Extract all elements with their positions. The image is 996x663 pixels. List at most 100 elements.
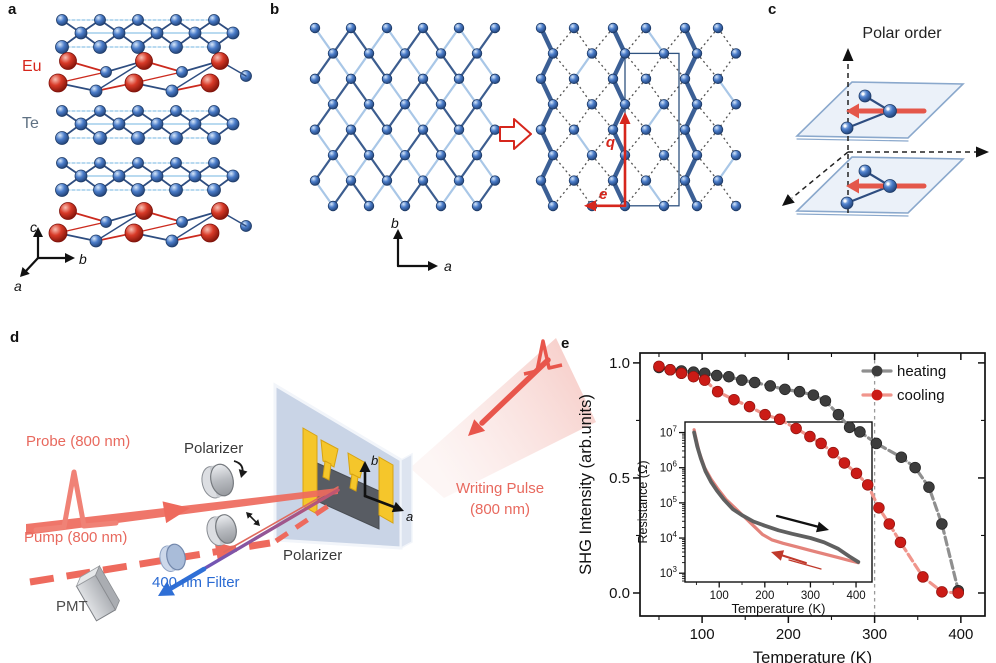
legend-label-heating: heating bbox=[897, 363, 946, 380]
panel-d-experimental-setup: Probe (800 nm) Polarizer Pump (800 nm) P… bbox=[24, 338, 596, 622]
data-point-cooling bbox=[759, 408, 771, 421]
data-point-cooling bbox=[790, 422, 802, 435]
inset-ytick-label: 106 bbox=[660, 460, 678, 475]
xtick-label: 300 bbox=[862, 626, 887, 643]
data-point-heating bbox=[870, 437, 883, 450]
data-point-cooling bbox=[698, 374, 711, 386]
data-point-heating bbox=[723, 370, 735, 383]
inset-ytick-label: 105 bbox=[660, 495, 678, 510]
panel-c-polar-order: Polar order bbox=[782, 25, 989, 217]
panel-label-a: a bbox=[8, 1, 17, 18]
inset-ylabel: Resistance (Ω) bbox=[636, 461, 650, 544]
setup-graphics bbox=[26, 338, 596, 622]
writing-pulse-label-line2: (800 nm) bbox=[470, 501, 530, 518]
data-point-heating bbox=[748, 376, 761, 389]
crystal-layers bbox=[20, 14, 252, 277]
eu-label: Eu bbox=[22, 58, 42, 75]
q-vector-label: q bbox=[606, 134, 615, 151]
xtick-label: 200 bbox=[776, 626, 801, 643]
data-point-cooling bbox=[815, 437, 827, 450]
polarizer-bottom-label: Polarizer bbox=[283, 547, 342, 564]
data-point-cooling bbox=[838, 457, 851, 469]
data-point-cooling bbox=[664, 364, 676, 376]
panel-label-e: e bbox=[561, 335, 570, 352]
inset-ytick-label: 103 bbox=[660, 565, 678, 580]
polarizer-top-label: Polarizer bbox=[184, 440, 243, 457]
data-point-heating bbox=[832, 408, 845, 421]
data-point-cooling bbox=[883, 518, 896, 530]
data-point-cooling bbox=[952, 587, 965, 599]
data-point-heating bbox=[895, 451, 908, 463]
data-point-cooling bbox=[711, 385, 724, 398]
panel-e-shg-chart: 103 104 105 106 107 100 200 300 400 Resistance (Ω… bbox=[577, 352, 986, 663]
data-point-heating bbox=[819, 395, 832, 407]
panel-a-crystal-structure: Eu Te c b a bbox=[14, 14, 252, 294]
xtick-label: 400 bbox=[948, 626, 973, 643]
probe-beam-label: Probe (800 nm) bbox=[26, 433, 130, 450]
panel-b-lattice-distortion: q e b a bbox=[309, 22, 742, 274]
inset-xlabel: Temperature (K) bbox=[732, 601, 826, 616]
data-point-cooling bbox=[917, 571, 929, 583]
data-point-heating bbox=[909, 461, 921, 474]
data-point-cooling bbox=[675, 367, 688, 379]
pmt-label: PMT bbox=[56, 598, 88, 615]
chart: 103 104 105 106 107 100 200 300 400 Resistance (Ω… bbox=[577, 352, 986, 663]
data-point-heating bbox=[711, 369, 723, 382]
inset-ytick-label: 104 bbox=[660, 530, 678, 545]
data-point-cooling bbox=[861, 479, 874, 491]
data-point-cooling bbox=[653, 360, 665, 373]
axis-b-label: b bbox=[391, 215, 399, 231]
data-point-heating bbox=[843, 421, 856, 434]
polar-order-title: Polar order bbox=[862, 25, 942, 42]
data-point-heating bbox=[807, 389, 820, 401]
data-point-cooling bbox=[850, 467, 863, 480]
sample-axis-a-label: a bbox=[406, 509, 413, 524]
inset-ytick-label: 107 bbox=[660, 425, 678, 440]
legend-label-cooling: cooling bbox=[897, 387, 945, 404]
lattices bbox=[309, 22, 742, 271]
data-point-heating bbox=[854, 426, 866, 438]
ytick-label: 1.0 bbox=[609, 355, 630, 372]
ytick-label: 0.0 bbox=[609, 585, 630, 602]
writing-pulse-label-line1: Writing Pulse bbox=[456, 480, 544, 497]
xaxis-title: Temperature (K) bbox=[753, 649, 872, 663]
data-point-heating bbox=[793, 385, 806, 398]
data-point-heating bbox=[936, 518, 948, 530]
xtick-label: 100 bbox=[690, 626, 715, 643]
data-point-cooling bbox=[773, 413, 786, 426]
data-point-cooling bbox=[827, 446, 839, 459]
data-point-cooling bbox=[687, 370, 700, 383]
axis-a-label: a bbox=[14, 278, 22, 294]
data-point-cooling bbox=[743, 400, 756, 413]
data-point-cooling bbox=[894, 536, 907, 549]
yaxis-title: SHG Intensity (arb.units) bbox=[577, 394, 595, 575]
data-point-heating bbox=[923, 481, 935, 493]
data-point-heating bbox=[736, 374, 748, 386]
inset-xtick-label: 300 bbox=[801, 590, 820, 602]
polar-order-diagram bbox=[782, 48, 989, 217]
sample-axis-b-label: b bbox=[371, 453, 378, 468]
inset-xtick-label: 100 bbox=[710, 590, 729, 602]
data-point-cooling bbox=[804, 430, 816, 443]
axis-a-label: a bbox=[444, 258, 452, 274]
filter-label: 400 nm Filter bbox=[152, 574, 240, 591]
inset-xtick-label: 400 bbox=[846, 590, 865, 602]
axis-c-label: c bbox=[30, 219, 37, 235]
data-point-heating bbox=[764, 380, 776, 392]
panel-label-d: d bbox=[10, 329, 20, 346]
ytick-label: 0.5 bbox=[609, 470, 630, 487]
pump-beam-label: Pump (800 nm) bbox=[24, 529, 127, 546]
inset-xtick-label: 200 bbox=[755, 590, 774, 602]
legend-marker-heating bbox=[871, 365, 883, 377]
data-point-cooling bbox=[728, 393, 740, 406]
axis-b-label: b bbox=[79, 251, 87, 267]
data-point-cooling bbox=[873, 502, 885, 514]
data-point-heating bbox=[779, 383, 791, 396]
te-label: Te bbox=[22, 115, 39, 132]
legend-marker-cooling bbox=[871, 389, 883, 401]
e-vector-label: e bbox=[599, 186, 607, 203]
panel-label-c: c bbox=[768, 1, 777, 18]
panel-label-b: b bbox=[270, 1, 280, 18]
data-point-cooling bbox=[936, 586, 948, 598]
